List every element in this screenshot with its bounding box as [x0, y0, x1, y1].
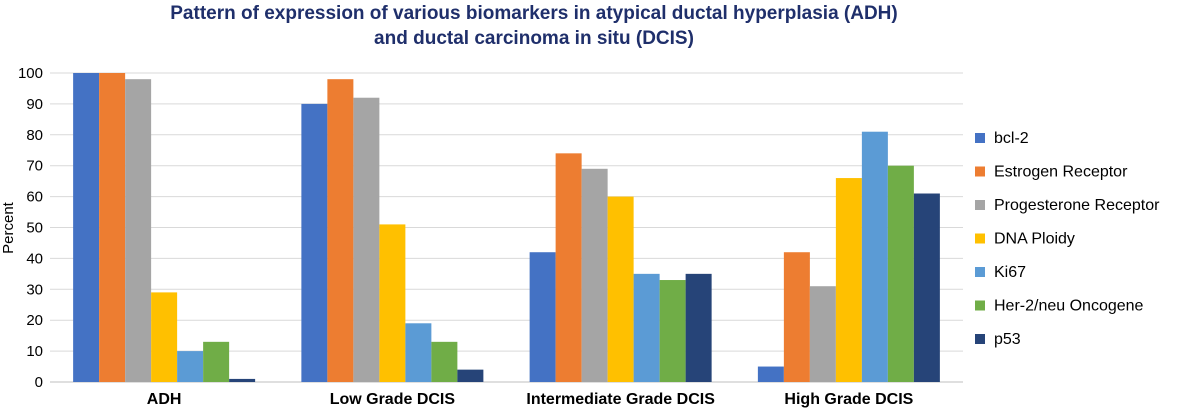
- bar: [405, 323, 432, 382]
- legend-label: Progesterone Receptor: [994, 197, 1160, 214]
- chart-title-line-1: Pattern of expression of various biomark…: [170, 3, 897, 24]
- y-tick-label: 40: [26, 250, 43, 267]
- bar: [685, 273, 712, 382]
- chart-title: Pattern of expression of various biomark…: [170, 3, 897, 49]
- legend-swatch: [975, 334, 985, 344]
- legend-swatch: [975, 200, 985, 210]
- y-tick-label: 30: [26, 281, 43, 298]
- bar: [809, 286, 836, 382]
- bar: [203, 341, 230, 382]
- y-axis-label: Percent: [0, 201, 17, 254]
- y-tick-label: 10: [26, 343, 43, 360]
- legend-swatch: [975, 267, 985, 277]
- chart-title-line-2: and ductal carcinoma in situ (DCIS): [374, 28, 694, 49]
- legend-swatch: [975, 166, 985, 177]
- x-axis-ticks: ADH Low Grade DCIS Intermediate Grade DCIS…: [147, 391, 914, 408]
- legend-label: p53: [994, 331, 1021, 348]
- x-tick-label: Low Grade DCIS: [330, 391, 456, 408]
- bar: [633, 273, 660, 382]
- bar: [861, 131, 888, 382]
- bar: [73, 73, 100, 382]
- bar: [229, 378, 256, 382]
- bar: [379, 224, 406, 382]
- y-tick-label: 0: [35, 374, 43, 391]
- bar: [177, 351, 204, 382]
- legend-label: Estrogen Receptor: [994, 164, 1128, 181]
- y-tick-label: 60: [26, 189, 43, 206]
- bar: [555, 153, 582, 382]
- legend-swatch: [975, 300, 985, 311]
- bar: [607, 196, 634, 382]
- bar: [301, 103, 328, 383]
- x-tick-label: Intermediate Grade DCIS: [526, 391, 715, 408]
- bars: [73, 73, 940, 383]
- bar: [581, 168, 608, 382]
- x-tick-label: High Grade DCIS: [784, 391, 913, 408]
- bar: [457, 369, 484, 382]
- y-tick-label: 70: [26, 158, 43, 175]
- y-tick-label: 80: [26, 127, 43, 144]
- bar: [529, 252, 556, 382]
- bar: [125, 79, 152, 383]
- legend-swatch: [975, 233, 985, 244]
- legend: bcl-2 Estrogen Receptor Progesterone Recep…: [975, 130, 1160, 348]
- legend-label: Her-2/neu Oncogene: [994, 298, 1144, 315]
- bar: [431, 341, 458, 382]
- legend-label: Ki67: [994, 264, 1026, 281]
- bar: [783, 252, 810, 382]
- y-tick-label: 100: [18, 65, 43, 82]
- y-tick-label: 50: [26, 220, 43, 237]
- bar: [353, 97, 380, 382]
- x-tick-label: ADH: [147, 391, 182, 408]
- bar: [99, 73, 126, 382]
- legend-label: bcl-2: [994, 130, 1029, 147]
- bar: [835, 178, 862, 382]
- y-axis-ticks: 0 10 20 30 40 50 60 70 80 90 100: [18, 65, 43, 391]
- bar: [151, 292, 178, 382]
- legend-swatch: [975, 133, 985, 143]
- bar: [887, 165, 914, 382]
- y-tick-label: 90: [26, 96, 43, 113]
- bar: [659, 280, 686, 382]
- bar: [327, 79, 354, 383]
- legend-label: DNA Ploidy: [994, 231, 1075, 248]
- bar: [757, 366, 784, 382]
- bar: [913, 193, 940, 382]
- y-tick-label: 20: [26, 312, 43, 329]
